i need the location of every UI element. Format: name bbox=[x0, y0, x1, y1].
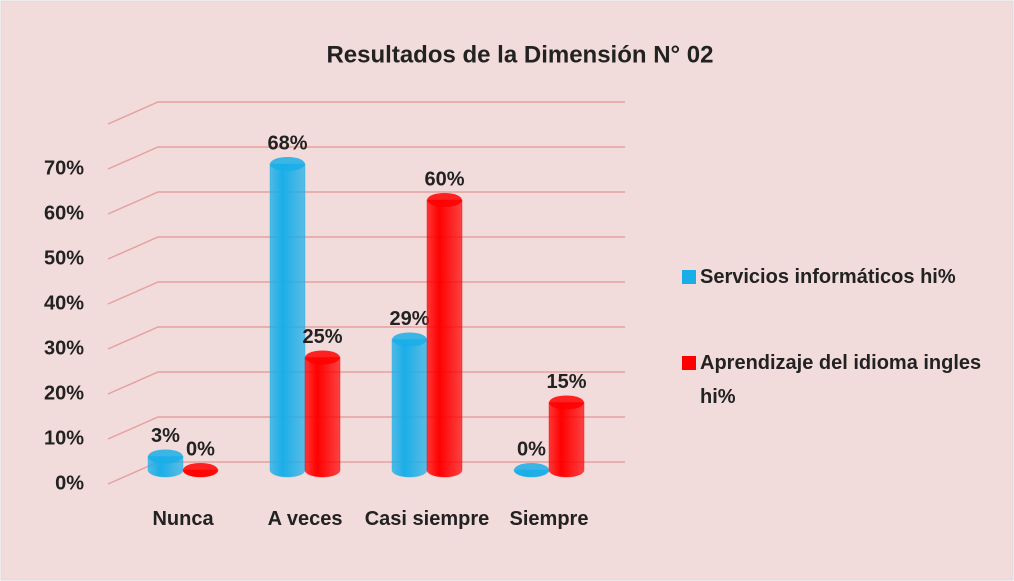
bar-body bbox=[426, 199, 463, 478]
grid-line bbox=[107, 371, 625, 395]
legend-swatch bbox=[682, 356, 696, 370]
bar-top bbox=[392, 332, 427, 347]
data-label: 3% bbox=[151, 425, 180, 447]
y-tick-label: 0% bbox=[55, 472, 84, 494]
legend-label: Servicios informáticos hi% bbox=[700, 266, 956, 288]
grid-line bbox=[107, 101, 625, 125]
data-label: 0% bbox=[517, 438, 546, 460]
bar bbox=[304, 350, 341, 478]
data-label: 60% bbox=[424, 168, 464, 190]
legend-swatch bbox=[682, 270, 696, 284]
bar-body bbox=[304, 357, 341, 478]
y-tick-label: 60% bbox=[44, 202, 84, 224]
legend-label-box: Servicios informáticos hi% bbox=[700, 266, 956, 288]
y-tick-label: 30% bbox=[44, 337, 84, 359]
grid-line bbox=[107, 281, 625, 305]
bar-top bbox=[305, 350, 340, 365]
bar bbox=[147, 449, 184, 478]
bar-top bbox=[270, 157, 305, 171]
chart-title: Resultados de la Dimensión N° 02 bbox=[326, 41, 713, 68]
data-label: 25% bbox=[302, 326, 342, 348]
legend-label: Aprendizaje del idioma ingles hi% bbox=[700, 352, 982, 408]
grid-line bbox=[107, 416, 625, 440]
x-tick-label-box: Casi siempre bbox=[364, 508, 490, 530]
y-tick-label: 50% bbox=[44, 247, 84, 269]
x-tick-label: Nunca bbox=[152, 508, 214, 530]
x-tick-label-box: Siempre bbox=[509, 508, 589, 530]
data-label: 15% bbox=[546, 371, 586, 393]
bar-top bbox=[183, 463, 218, 477]
x-tick-label: Siempre bbox=[509, 508, 589, 530]
y-tick-label: 20% bbox=[44, 382, 84, 404]
grid-line bbox=[107, 146, 625, 170]
x-tick-label: A veces bbox=[267, 508, 343, 530]
bar bbox=[426, 193, 463, 478]
grid-line bbox=[107, 236, 625, 260]
data-label: 68% bbox=[267, 132, 307, 154]
bar-top bbox=[148, 449, 183, 464]
bar bbox=[269, 157, 306, 478]
data-label: 29% bbox=[389, 308, 429, 330]
bar bbox=[513, 463, 550, 478]
bar bbox=[182, 463, 219, 478]
bar-top bbox=[514, 463, 549, 477]
legend-label-box: Aprendizaje del idioma ingles hi% bbox=[700, 352, 982, 408]
bar-body bbox=[391, 339, 428, 478]
bar-body bbox=[269, 163, 306, 478]
x-tick-label: Casi siempre bbox=[364, 508, 490, 530]
x-tick-label-box: Nunca bbox=[152, 508, 214, 530]
y-tick-label: 40% bbox=[44, 292, 84, 314]
x-tick-label-box: A veces bbox=[267, 508, 343, 530]
bar-top bbox=[427, 193, 462, 207]
grid-line bbox=[107, 191, 625, 215]
bar bbox=[548, 395, 585, 478]
y-tick-label: 70% bbox=[44, 157, 84, 179]
data-label: 0% bbox=[186, 438, 215, 460]
bar-top bbox=[549, 395, 584, 410]
grid-line bbox=[107, 326, 625, 350]
bar bbox=[391, 332, 428, 478]
y-tick-label: 10% bbox=[44, 427, 84, 449]
bar-body bbox=[548, 402, 585, 478]
